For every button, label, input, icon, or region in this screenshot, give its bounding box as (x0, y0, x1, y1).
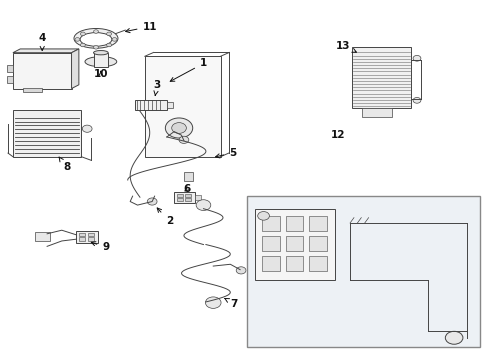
Text: 3: 3 (153, 80, 161, 96)
Text: 1: 1 (170, 58, 207, 81)
Circle shape (94, 45, 98, 49)
Bar (13, 53, 72, 89)
Bar (135, 100, 167, 110)
Bar (286, 216, 303, 231)
Text: 2: 2 (157, 208, 173, 226)
Polygon shape (13, 49, 79, 53)
Circle shape (82, 125, 92, 132)
Text: 13: 13 (336, 41, 356, 52)
Bar (88, 237, 94, 240)
Circle shape (205, 297, 221, 309)
Bar (286, 256, 303, 271)
Bar (195, 195, 200, 201)
Text: 5: 5 (216, 148, 236, 158)
Bar (79, 237, 85, 240)
Text: 9: 9 (91, 242, 109, 252)
Bar (309, 236, 327, 251)
Ellipse shape (85, 57, 117, 67)
Text: 7: 7 (225, 298, 238, 309)
Bar (262, 236, 280, 251)
Circle shape (147, 198, 157, 205)
Circle shape (236, 267, 246, 274)
Circle shape (112, 38, 117, 41)
Circle shape (80, 32, 85, 36)
Bar (174, 192, 195, 203)
Bar (185, 194, 191, 197)
Bar (7, 76, 13, 83)
Bar (79, 233, 85, 236)
Circle shape (179, 136, 189, 143)
Bar (185, 198, 191, 201)
Circle shape (196, 200, 211, 211)
Bar (352, 47, 411, 108)
Circle shape (75, 38, 80, 41)
Circle shape (107, 43, 112, 47)
Text: 8: 8 (59, 157, 70, 172)
Bar (88, 233, 94, 236)
Bar (76, 231, 98, 243)
Circle shape (413, 98, 421, 103)
Ellipse shape (80, 33, 112, 46)
Bar (262, 216, 280, 231)
Text: 4: 4 (39, 33, 46, 50)
Text: 11: 11 (125, 22, 157, 33)
Bar (145, 56, 220, 157)
Bar (286, 236, 303, 251)
Circle shape (165, 118, 193, 138)
Bar (13, 110, 81, 157)
Circle shape (258, 212, 270, 220)
Bar (94, 53, 108, 67)
Circle shape (107, 32, 112, 36)
Bar (167, 102, 172, 108)
Bar (23, 88, 42, 92)
Bar (362, 108, 392, 117)
Bar (177, 194, 183, 197)
Bar (35, 232, 49, 241)
Ellipse shape (94, 50, 108, 55)
Ellipse shape (74, 28, 118, 48)
Polygon shape (72, 49, 79, 89)
Bar (309, 216, 327, 231)
Bar (247, 196, 480, 347)
Circle shape (413, 55, 421, 61)
Circle shape (172, 123, 186, 134)
Text: 12: 12 (331, 130, 345, 140)
Text: 10: 10 (94, 69, 108, 79)
Bar (262, 256, 280, 271)
Bar (177, 198, 183, 201)
Circle shape (94, 30, 98, 33)
Text: 6: 6 (184, 184, 191, 194)
Circle shape (80, 43, 85, 47)
Circle shape (445, 331, 463, 344)
Bar (7, 65, 13, 72)
Bar (255, 209, 335, 280)
Bar (309, 256, 327, 271)
Bar (184, 172, 193, 181)
